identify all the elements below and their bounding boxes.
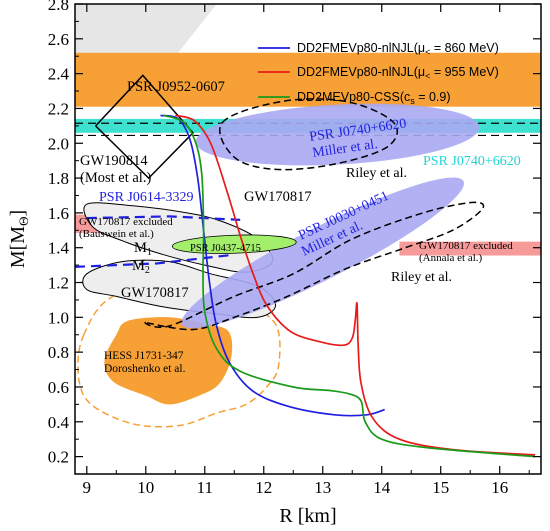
y-tick-label: 0.6 (48, 378, 69, 397)
y-axis-label: M[MΘ] (7, 210, 31, 268)
plot-frame (74, 3, 542, 475)
y-tick-label: 2.6 (48, 30, 69, 49)
plot-area (75, 4, 541, 458)
x-tick-label: 16 (491, 478, 508, 497)
y-tick-label: 2.8 (48, 0, 69, 14)
eos-curve-red (175, 114, 536, 456)
label-gw170817-top: GW170817 (244, 189, 312, 205)
legend-label-green-tail: = 0.9) (415, 90, 451, 104)
legend-label-green: DD2MEVp80-CSS(cs = 0.9) (297, 90, 451, 106)
x-tick-label: 12 (255, 478, 272, 497)
legend-label-red-tail: = 955 MeV) (430, 65, 498, 79)
psr-j0952-contour (95, 74, 195, 180)
psr-j0030-miller-ellipse (181, 177, 465, 329)
x-tick-label: 15 (432, 478, 449, 497)
psr-j0030-riley-contour (144, 201, 485, 331)
eos-curves (160, 114, 536, 458)
psr-j0952-band (75, 52, 541, 107)
gw170817-annala-exclusion (399, 241, 541, 256)
y-tick-label: 2.4 (48, 65, 70, 84)
label-gw190814-ref: (Most et al.) (80, 170, 151, 186)
label-m1-main: M (134, 240, 147, 256)
label-gw-annala-ref: (Annala et al.) (419, 252, 483, 264)
label-m2-sub: 2 (145, 265, 150, 276)
label-gw-annala: GW170817 excluded (419, 240, 513, 252)
label-psr-j0614: PSR J0614-3329 (99, 190, 194, 205)
y-tick-label: 2.0 (48, 134, 69, 153)
y-tick-label: 1.8 (48, 169, 69, 188)
label-m2-main: M (132, 258, 145, 274)
y-tick-label: 0.2 (48, 448, 69, 467)
eos-curve-blue (160, 114, 385, 417)
legend: DD2FMEVp80-nlNJL(μ< = 860 MeV) DD2FMEVp8… (258, 41, 499, 106)
psr-j0740-miller-ellipse (195, 103, 480, 166)
legend-label-red-sub: < (425, 71, 430, 81)
y-tick-label: 2.2 (48, 99, 69, 118)
legend-label-green-sub: s (410, 96, 415, 106)
label-m1-sub: 1 (147, 247, 152, 258)
y-axis-label-sub: Θ (16, 217, 31, 226)
label-m1: M1 (134, 240, 152, 258)
eos-curve-green (163, 114, 536, 458)
label-psr-j0740-cyan: PSR J0740+6620 (423, 154, 521, 169)
legend-label-blue-tail: = 860 MeV) (430, 41, 498, 55)
y-tick-label: 1.0 (48, 308, 69, 327)
psr-j0740-riley-contour (219, 98, 399, 171)
hess-j1731-region (104, 317, 233, 405)
y-tick-label: 1.2 (48, 274, 69, 293)
label-gw-bauswein: GW170817 excluded (79, 216, 173, 228)
causality-excluded-region (75, 4, 217, 53)
label-psr-j0437: PSR J0437-4715 (190, 243, 261, 254)
legend-label-blue: DD2FMEVp80-nlNJL(μ< = 860 MeV) (297, 41, 499, 57)
x-tick-label: 10 (137, 478, 154, 497)
y-tick-label: 1.6 (48, 204, 69, 223)
x-tick-label: 13 (314, 478, 331, 497)
x-axis-label: R [km] (279, 505, 336, 527)
axis-ticks: 9 10 11 12 13 14 15 160.20.40.60.81.01.21.41.61… (48, 0, 541, 497)
label-psr-j0952: PSR J0952-0607 (127, 79, 225, 95)
label-psr-j0030-riley: Riley et al. (391, 270, 452, 285)
y-tick-label: 0.4 (48, 413, 70, 432)
label-hess: HESS J1731-347 (104, 350, 184, 362)
x-tick-label: 9 (83, 478, 92, 497)
y-tick-label: 0.8 (48, 343, 69, 362)
label-gw-bauswein-ref: (Bauswein et al.) (79, 228, 154, 240)
label-hess-ref: Doroshenko et al. (104, 363, 186, 375)
legend-label-blue-sub: < (425, 47, 430, 57)
label-psr-j0740-riley: Riley et al. (346, 166, 407, 181)
x-tick-label: 11 (197, 478, 213, 497)
label-m2: M2 (132, 258, 150, 276)
y-axis-label-close: ] (7, 210, 29, 217)
y-tick-label: 1.4 (48, 239, 70, 258)
legend-label-blue-main: DD2FMEVp80-nlNJL(μ (297, 41, 425, 55)
x-tick-label: 14 (373, 478, 391, 497)
legend-label-red-main: DD2FMEVp80-nlNJL(μ (297, 65, 425, 79)
label-gw170817-bottom: GW170817 (121, 285, 189, 301)
psr-j0614-constraint-line (75, 215, 241, 268)
y-axis-label-main: M[M (7, 226, 29, 268)
legend-label-green-main: DD2MEVp80-CSS(c (297, 90, 410, 104)
legend-label-red: DD2FMEVp80-nlNJL(μ< = 955 MeV) (297, 65, 499, 81)
label-gw190814: GW190814 (80, 153, 148, 169)
